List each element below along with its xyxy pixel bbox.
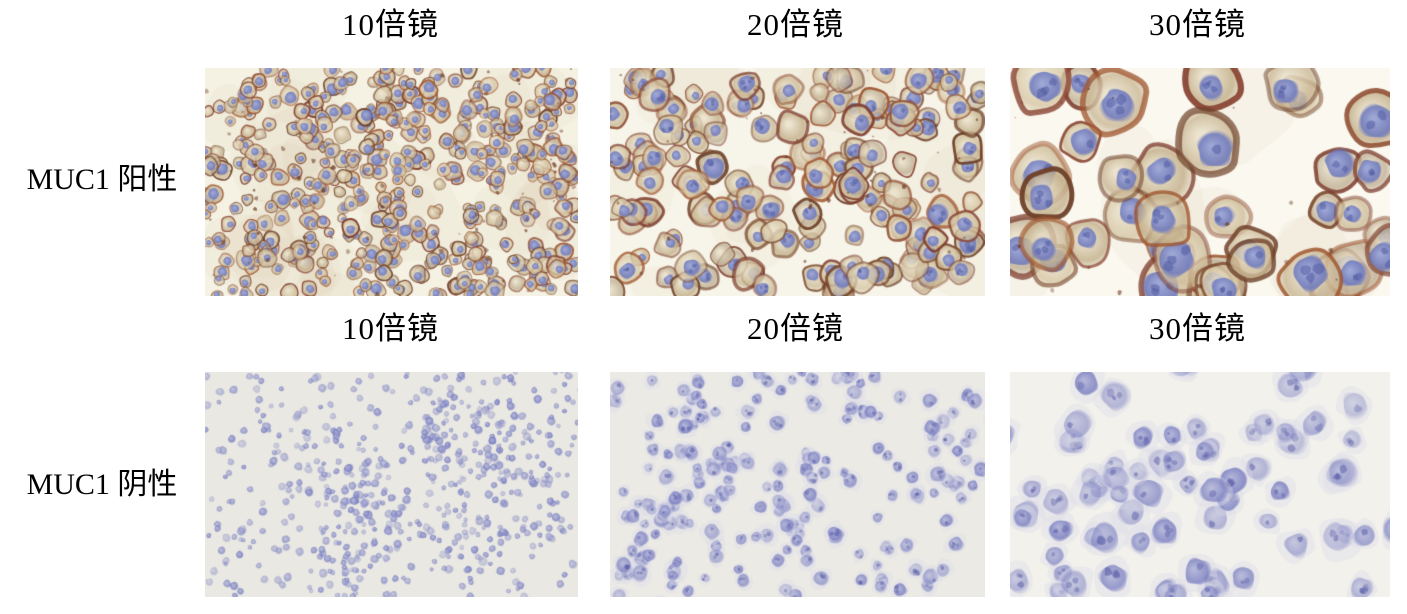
magnification-label-positive-10x: 10倍镜	[342, 7, 439, 42]
magnification-label-negative-10x: 10倍镜	[342, 311, 439, 346]
magnification-label-negative-30x: 30倍镜	[1149, 311, 1246, 346]
micrograph-muc1-negative-20x	[610, 372, 985, 597]
magnification-label-positive-20x: 20倍镜	[747, 7, 844, 42]
row-label-muc1-positive: MUC1 阳性	[26, 163, 178, 196]
micrograph-muc1-positive-30x	[1010, 68, 1390, 296]
micrograph-muc1-negative-10x	[205, 372, 578, 597]
micrograph-muc1-negative-30x	[1010, 372, 1390, 597]
micrograph-muc1-positive-10x	[205, 68, 578, 296]
magnification-label-positive-30x: 30倍镜	[1149, 7, 1246, 42]
row-label-muc1-negative: MUC1 阴性	[26, 468, 178, 501]
micrograph-muc1-positive-20x	[610, 68, 985, 296]
magnification-label-negative-20x: 20倍镜	[747, 311, 844, 346]
